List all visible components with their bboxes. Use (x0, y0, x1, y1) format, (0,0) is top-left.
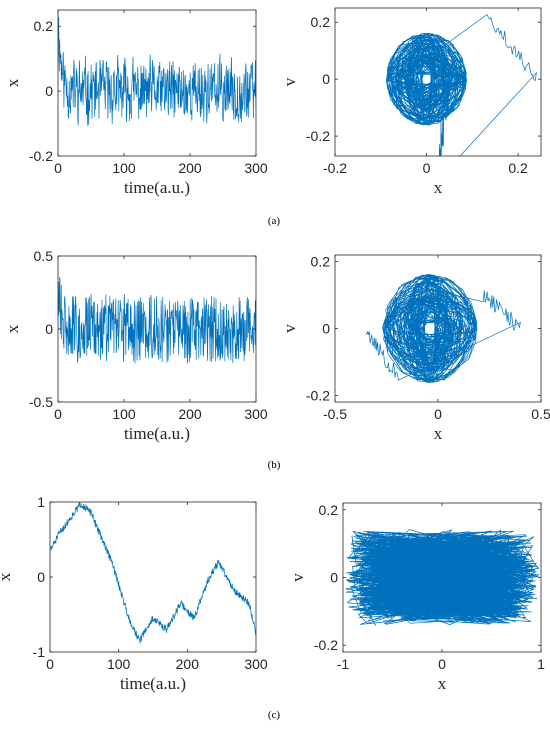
a-left-xlabel: time(a.u.) (124, 178, 190, 197)
b-left-xtick-label: 300 (244, 406, 268, 422)
c-left-ylabel: x (0, 572, 14, 581)
panel-label-c: (c) (268, 709, 281, 721)
c-left-ytick-label: 0 (37, 569, 45, 585)
c-left-series-0 (50, 502, 256, 644)
c-left-xtick-label: 300 (244, 656, 268, 672)
c-right-ytick-label: 0 (330, 570, 338, 586)
panel-label-a: (a) (268, 215, 281, 227)
a-right-axes-box (334, 7, 542, 157)
c-right-xlabel: x (438, 674, 447, 693)
b-right-xlabel: x (434, 424, 443, 443)
a-left-ylabel: x (3, 78, 22, 87)
b-left-series-0 (58, 276, 256, 364)
b-right-series-0 (365, 273, 521, 384)
b-left-ylabel: x (3, 324, 22, 333)
a-right-ytick-label: -0.2 (306, 128, 330, 144)
a-left-ytick-label: 0 (45, 83, 53, 99)
c-left-ytick-label: -1 (33, 644, 46, 660)
c-right-xtick-label: -1 (337, 656, 350, 672)
a-right-series-0 (386, 14, 537, 156)
c-right-chart: -1 0 1 -0.2 0 0.2 x v (288, 502, 545, 693)
a-right-xtick-label: -0.2 (323, 160, 347, 176)
b-right-xtick-label: 0 (434, 406, 442, 422)
c-left-xlabel: time(a.u.) (120, 674, 186, 693)
a-left-ytick-label: 0.2 (34, 18, 54, 34)
a-left-xtick-label: 200 (178, 160, 202, 176)
a-right-ylabel: v (280, 77, 299, 86)
b-left-ytick-label: 0.5 (34, 248, 54, 264)
b-left-xtick-label: 0 (54, 406, 62, 422)
b-left-ytick-label: 0 (45, 321, 53, 337)
b-left-xtick-label: 200 (178, 406, 202, 422)
b-right-ytick-label: 0 (322, 321, 330, 337)
a-right-ytick-label: 0.2 (311, 14, 331, 30)
b-right-xtick-label: 0.5 (531, 406, 550, 422)
a-right-chart: -0.2 0 0.2 -0.2 0 0.2 x v (280, 7, 542, 197)
c-right-ytick-label: 0.2 (319, 502, 339, 518)
a-right-ytick-label: 0 (322, 71, 330, 87)
c-left-ytick-label: 1 (37, 494, 45, 510)
b-left-ytick-label: -0.5 (29, 394, 53, 410)
b-right-ytick-label: 0.2 (311, 254, 331, 270)
b-left-xtick-label: 100 (112, 406, 136, 422)
a-right-xlabel: x (434, 178, 443, 197)
c-left-xtick-label: 100 (107, 656, 131, 672)
a-right-xtick-label: 0.2 (508, 160, 528, 176)
a-left-ytick-label: -0.2 (29, 148, 53, 164)
c-left-xtick-label: 0 (46, 656, 54, 672)
b-right-ytick-label: -0.2 (306, 387, 330, 403)
c-right-ytick-label: -0.2 (314, 637, 338, 653)
panel-label-b: (b) (268, 459, 281, 471)
a-left-xtick-label: 100 (112, 160, 136, 176)
c-right-xtick-label: 1 (537, 656, 545, 672)
a-left-xtick-label: 300 (244, 160, 268, 176)
b-right-xtick-label: -0.5 (323, 406, 347, 422)
a-right-xtick-label: 0 (423, 160, 431, 176)
c-left-xtick-label: 200 (176, 656, 200, 672)
b-right-ylabel: v (280, 324, 299, 333)
c-right-ylabel: v (288, 573, 307, 582)
a-left-axes-box (57, 9, 257, 157)
c-right-xtick-label: 0 (438, 656, 446, 672)
c-right-series-0 (345, 529, 540, 626)
a-left-series-0 (58, 17, 256, 126)
a-left-xtick-label: 0 (54, 160, 62, 176)
b-left-xlabel: time(a.u.) (124, 424, 190, 443)
b-right-chart: -0.5 0 0.5 -0.2 0 0.2 x v (280, 254, 550, 443)
